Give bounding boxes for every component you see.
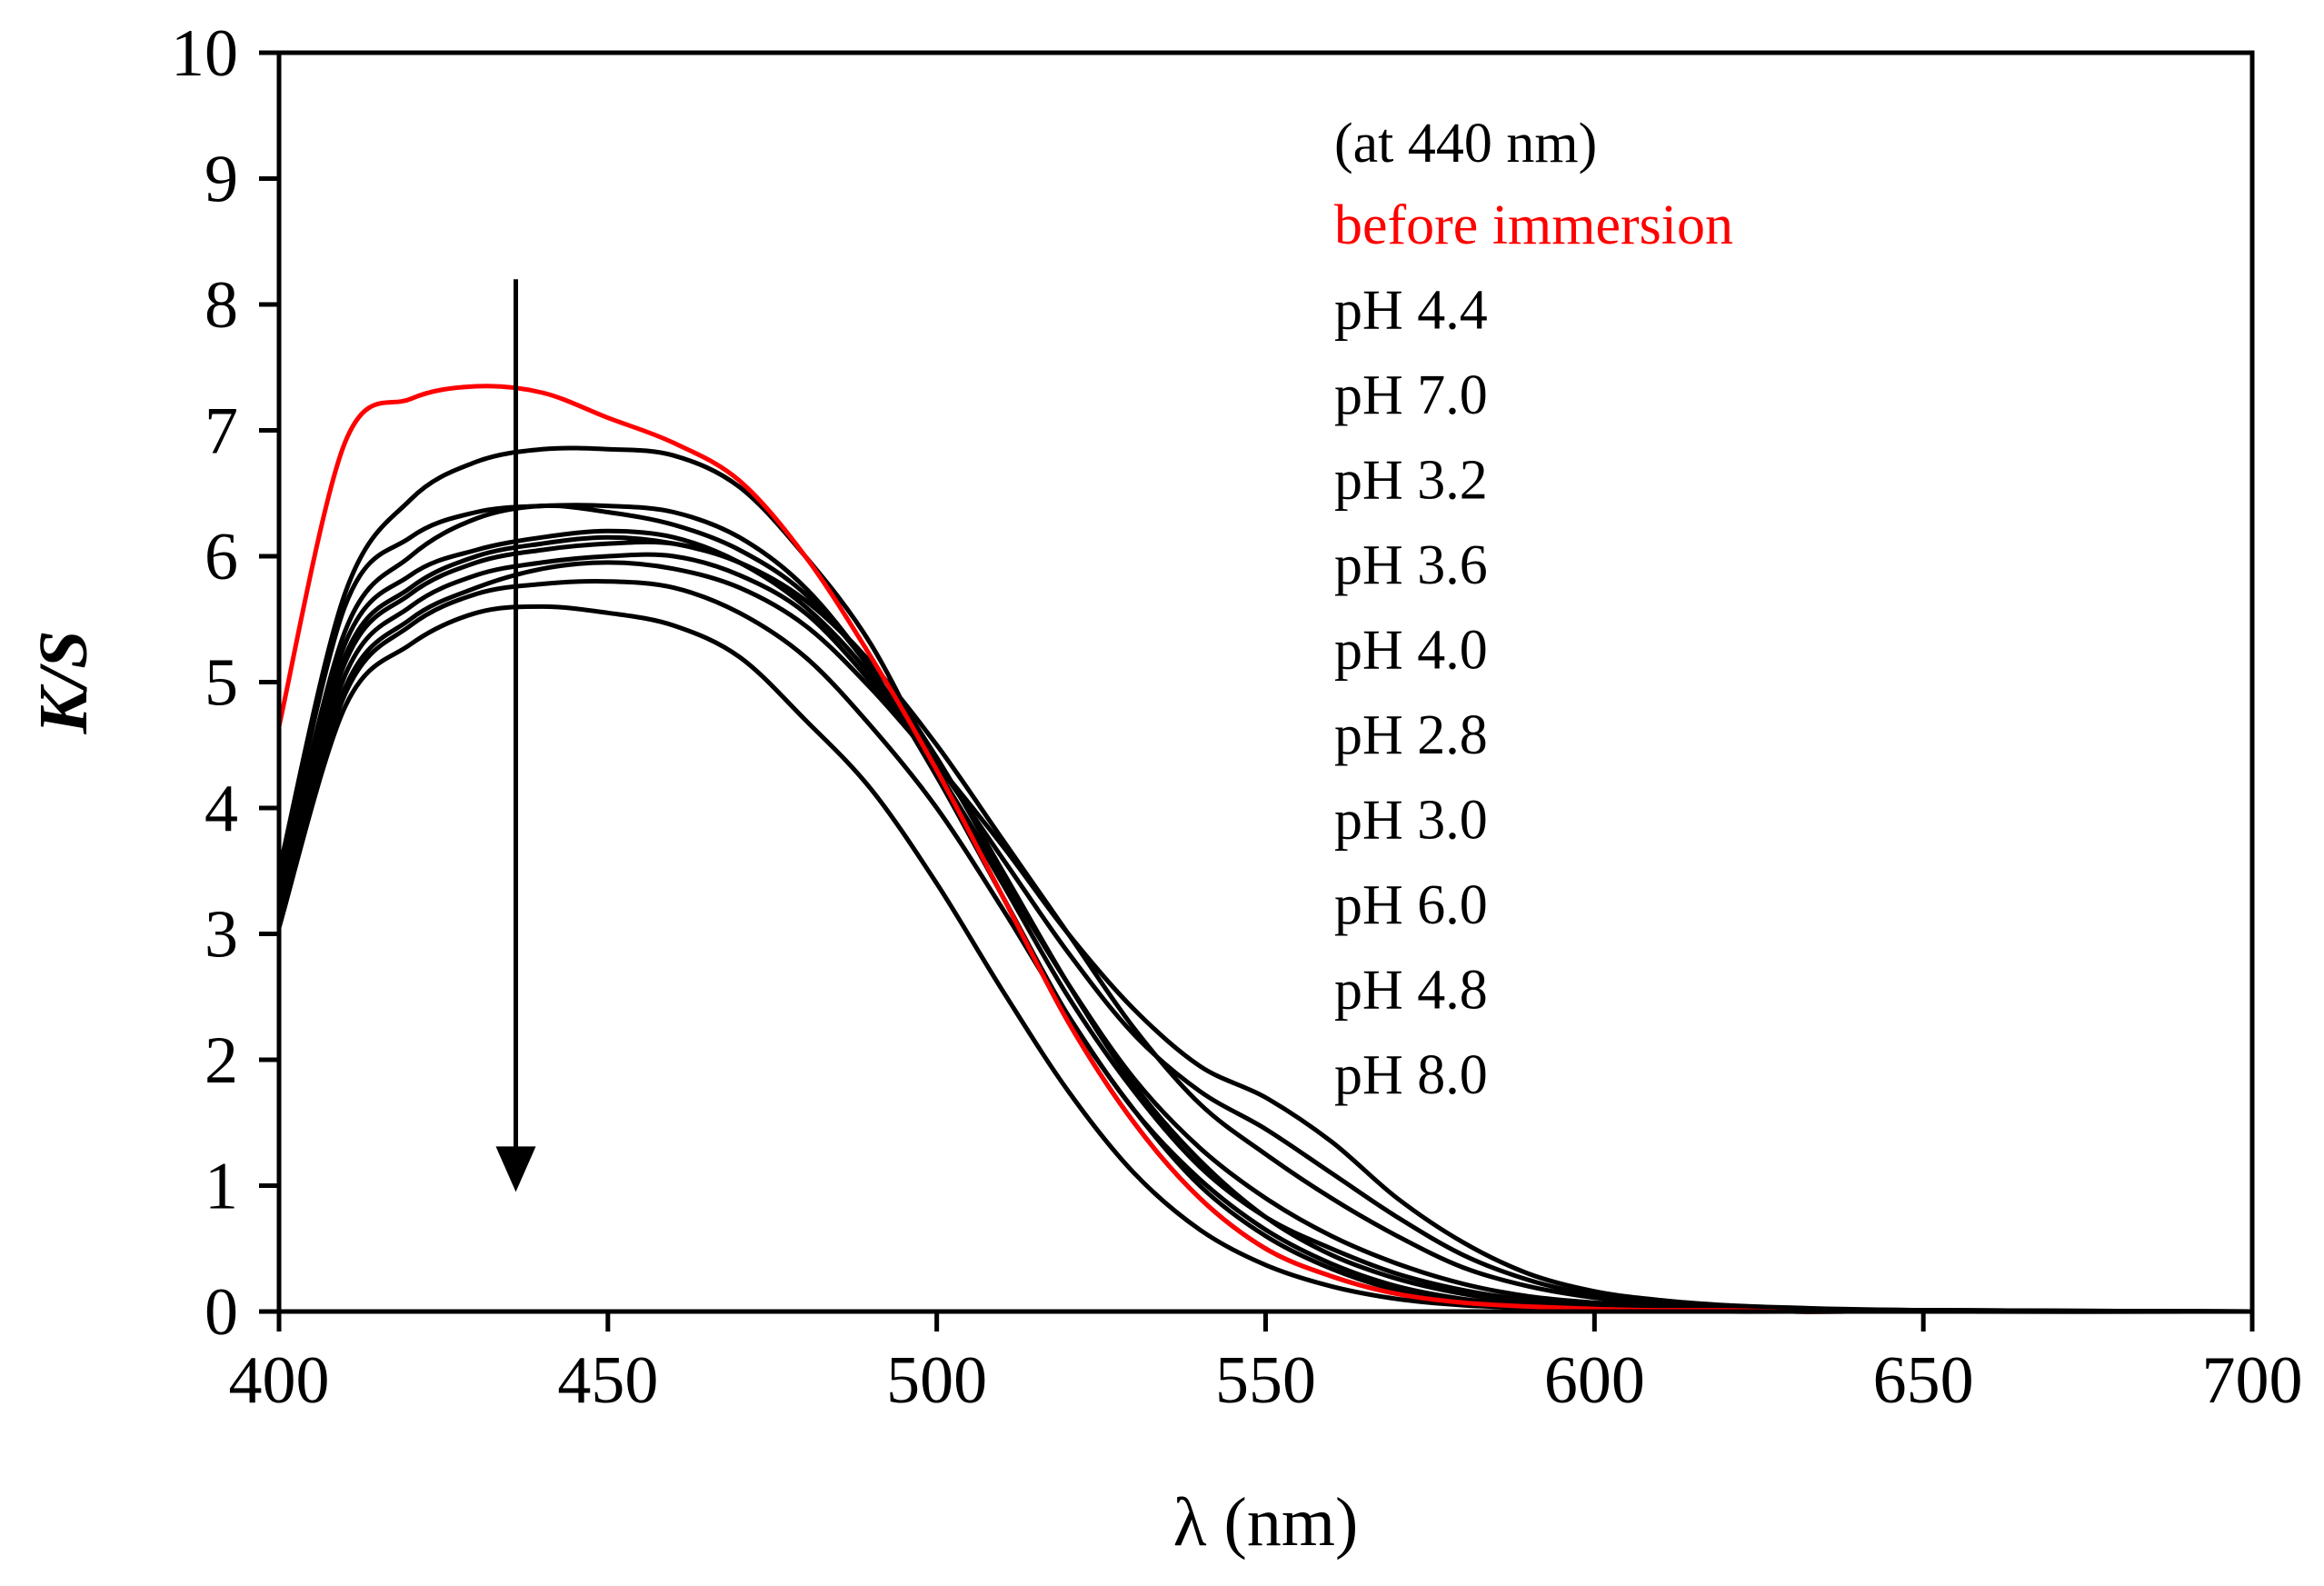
y-tick-label: 7 [204,394,238,469]
y-tick-label: 6 [204,520,238,594]
y-tick-label: 10 [171,16,238,91]
legend-entry: pH 3.6 [1334,534,1488,596]
x-tick-label: 600 [1544,1343,1645,1418]
x-tick-label: 650 [1873,1343,1974,1418]
y-tick-label: 2 [204,1023,238,1098]
y-tick-label: 0 [204,1275,238,1350]
ticks-layer: 400 450 500 550 600 650 700 0 1 2 3 4 5 6 7 8 9 10 [171,16,2303,1418]
legend: (at 440 nm) before immersion pH 4.4 pH 7.0 p… [1334,113,1733,1106]
legend-entry: pH 7.0 [1334,364,1488,426]
legend-entry: pH 3.2 [1334,450,1488,512]
legend-entry: pH 3.0 [1334,790,1488,852]
y-tick-label: 3 [204,898,238,973]
legend-entry: pH 4.8 [1334,960,1488,1022]
x-axis-title: λ (nm) [1173,1484,1359,1561]
x-tick-label: 700 [2202,1343,2303,1418]
y-tick-label: 5 [204,646,238,721]
annotation-layer [495,279,536,1192]
legend-header: (at 440 nm) [1334,113,1597,175]
trend-arrow-head [495,1146,536,1192]
legend-entry: before immersion [1334,195,1733,256]
legend-entry: pH 4.0 [1334,620,1488,682]
y-tick-label: 4 [204,772,238,846]
x-tick-label: 400 [229,1343,330,1418]
x-tick-label: 500 [886,1343,987,1418]
legend-entry: pH 4.4 [1334,280,1488,342]
legend-entry: pH 2.8 [1334,704,1488,766]
legend-entry: pH 6.0 [1334,874,1488,936]
y-axis-title: K/S [25,630,102,734]
x-tick-label: 450 [557,1343,658,1418]
legend-entry: pH 8.0 [1334,1044,1488,1106]
y-tick-label: 1 [204,1150,238,1224]
y-tick-label: 9 [204,143,238,217]
series-line-ph-6-0 [276,560,2255,1314]
x-tick-label: 550 [1215,1343,1316,1418]
y-tick-label: 8 [204,268,238,343]
